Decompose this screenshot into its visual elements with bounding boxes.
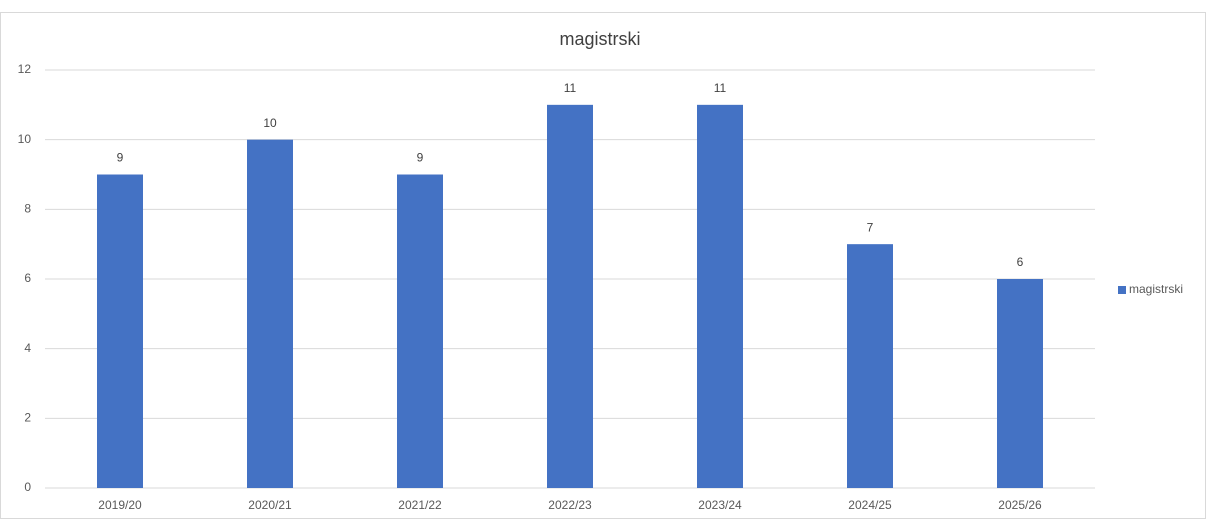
x-tick-label: 2022/23	[548, 498, 592, 512]
y-tick-label: 8	[24, 202, 31, 216]
bar	[547, 104, 593, 488]
chart-title: magistrski	[559, 29, 640, 49]
bar	[397, 174, 443, 488]
bar	[97, 174, 143, 488]
bar	[697, 104, 743, 488]
data-label: 6	[1017, 255, 1024, 269]
legend-label: magistrski	[1129, 282, 1183, 296]
data-label: 9	[417, 151, 424, 165]
data-label: 7	[867, 220, 874, 234]
data-label: 9	[117, 151, 124, 165]
y-tick-label: 6	[24, 271, 31, 285]
x-tick-label: 2023/24	[698, 498, 742, 512]
y-tick-label: 12	[18, 62, 32, 76]
x-tick-label: 2021/22	[398, 498, 442, 512]
x-tick-label: 2019/20	[98, 498, 142, 512]
data-label: 11	[714, 81, 727, 95]
data-label: 10	[263, 116, 277, 130]
legend-swatch	[1118, 286, 1126, 294]
bar	[847, 244, 893, 488]
y-tick-label: 0	[24, 480, 31, 494]
bar	[247, 139, 293, 488]
x-tick-label: 2025/26	[998, 498, 1042, 512]
y-tick-label: 4	[24, 341, 31, 355]
bar	[997, 279, 1043, 488]
y-tick-label: 2	[24, 411, 31, 425]
data-label: 11	[564, 81, 577, 95]
y-tick-label: 10	[18, 132, 32, 146]
x-tick-label: 2020/21	[248, 498, 292, 512]
x-tick-label: 2024/25	[848, 498, 892, 512]
